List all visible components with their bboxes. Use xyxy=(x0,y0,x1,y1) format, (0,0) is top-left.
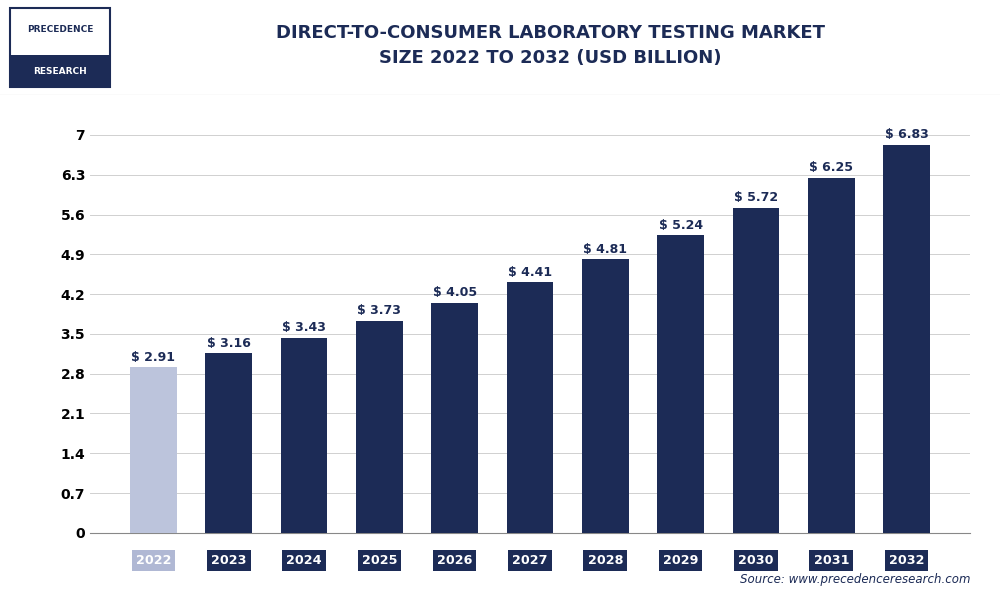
Text: 2024: 2024 xyxy=(286,554,322,567)
Bar xyxy=(808,178,855,533)
Bar xyxy=(356,321,403,533)
Text: 2030: 2030 xyxy=(738,554,774,567)
Bar xyxy=(130,368,177,533)
Bar xyxy=(431,303,478,533)
Text: $ 4.05: $ 4.05 xyxy=(433,286,477,299)
Text: DIRECT-TO-CONSUMER LABORATORY TESTING MARKET
SIZE 2022 TO 2032 (USD BILLION): DIRECT-TO-CONSUMER LABORATORY TESTING MA… xyxy=(276,24,824,67)
Text: $ 3.16: $ 3.16 xyxy=(207,337,251,350)
Text: $ 6.25: $ 6.25 xyxy=(809,161,853,174)
Text: $ 4.81: $ 4.81 xyxy=(583,243,627,256)
Text: $ 4.41: $ 4.41 xyxy=(508,266,552,279)
Bar xyxy=(657,235,704,533)
Text: $ 5.24: $ 5.24 xyxy=(659,218,703,231)
Text: 2026: 2026 xyxy=(437,554,472,567)
Text: 2023: 2023 xyxy=(211,554,246,567)
FancyBboxPatch shape xyxy=(10,55,110,87)
Text: 2029: 2029 xyxy=(663,554,698,567)
Text: 2027: 2027 xyxy=(512,554,548,567)
Bar xyxy=(582,259,629,533)
Text: $ 2.91: $ 2.91 xyxy=(131,351,175,364)
Text: 2025: 2025 xyxy=(362,554,397,567)
Bar xyxy=(733,208,779,533)
Text: 2028: 2028 xyxy=(588,554,623,567)
Text: PRECEDENCE: PRECEDENCE xyxy=(27,25,93,34)
Bar xyxy=(281,338,327,533)
Text: $ 3.43: $ 3.43 xyxy=(282,321,326,334)
Bar xyxy=(507,282,553,533)
Text: 2032: 2032 xyxy=(889,554,924,567)
Text: 2031: 2031 xyxy=(814,554,849,567)
Text: $ 3.73: $ 3.73 xyxy=(357,304,401,317)
Text: $ 5.72: $ 5.72 xyxy=(734,191,778,204)
Bar xyxy=(205,353,252,533)
Text: Source: www.precedenceresearch.com: Source: www.precedenceresearch.com xyxy=(740,573,970,586)
Text: $ 6.83: $ 6.83 xyxy=(885,128,929,141)
Text: 2022: 2022 xyxy=(136,554,171,567)
Text: RESEARCH: RESEARCH xyxy=(33,67,87,76)
Bar xyxy=(883,144,930,533)
FancyBboxPatch shape xyxy=(10,8,110,87)
